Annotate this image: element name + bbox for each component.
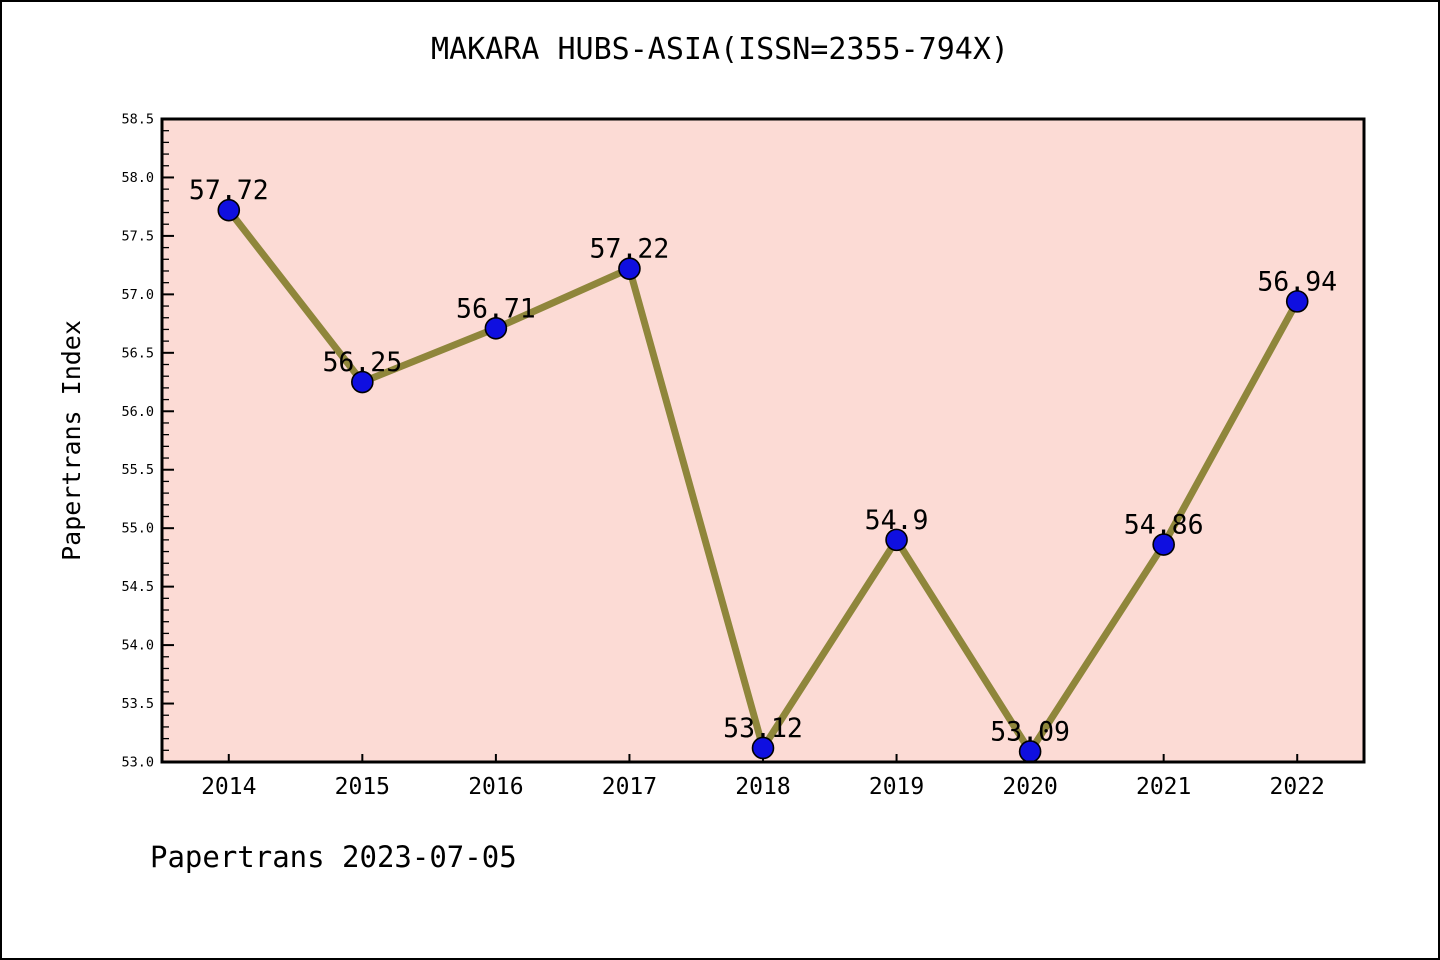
data-point <box>484 316 508 340</box>
y-tick-label: 53.5 <box>121 696 154 712</box>
plot-border <box>160 117 1366 764</box>
x-tick-label: 2020 <box>1002 774 1057 800</box>
y-tick-label: 58.5 <box>121 112 154 128</box>
data-point <box>885 528 908 552</box>
x-tick-label: 2016 <box>468 774 523 800</box>
y-tick-label: 56.5 <box>121 345 154 361</box>
data-point-label: 56.71 <box>456 293 536 324</box>
data-point-label: 54.86 <box>1124 510 1204 541</box>
data-point-label: 57.22 <box>590 234 670 265</box>
y-axis-label: Papertrans Index <box>57 320 86 561</box>
data-point-label: 57.72 <box>189 175 269 206</box>
y-tick-label: 56.0 <box>121 404 154 420</box>
data-point-label: 56.25 <box>322 347 402 378</box>
data-point <box>751 736 775 760</box>
chart-title: MAKARA HUBS-ASIA(ISSN=2355-794X) <box>431 32 1009 67</box>
data-point <box>618 257 641 280</box>
data-point <box>1152 533 1175 556</box>
data-point <box>351 370 374 394</box>
data-point <box>1285 290 1309 313</box>
y-tick-label: 58.0 <box>121 170 154 186</box>
y-tick-label: 55.0 <box>121 521 154 537</box>
x-tick-label: 2018 <box>735 774 790 800</box>
y-tick-label: 53.0 <box>121 755 154 771</box>
x-tick-label: 2014 <box>201 774 256 800</box>
y-tick-label: 54.5 <box>121 579 154 595</box>
data-point <box>217 198 241 222</box>
plot-area <box>162 119 1364 762</box>
data-point-label: 53.12 <box>723 713 803 744</box>
data-point-label: 53.09 <box>990 716 1070 747</box>
x-tick-label: 2017 <box>602 774 657 800</box>
y-tick-label: 54.0 <box>121 638 154 654</box>
x-tick-label: 2019 <box>869 774 924 800</box>
y-tick-label: 57.5 <box>121 228 154 244</box>
y-tick-label: 55.5 <box>121 462 154 478</box>
data-point-label: 54.9 <box>865 505 929 536</box>
watermark-caption: Papertrans 2023-07-05 <box>150 840 517 874</box>
x-tick-label: 2021 <box>1136 774 1191 800</box>
x-tick-label: 2015 <box>335 774 390 800</box>
y-tick-label: 57.0 <box>121 287 154 303</box>
data-point-label: 56.94 <box>1257 266 1337 297</box>
x-tick-label: 2022 <box>1270 774 1325 800</box>
